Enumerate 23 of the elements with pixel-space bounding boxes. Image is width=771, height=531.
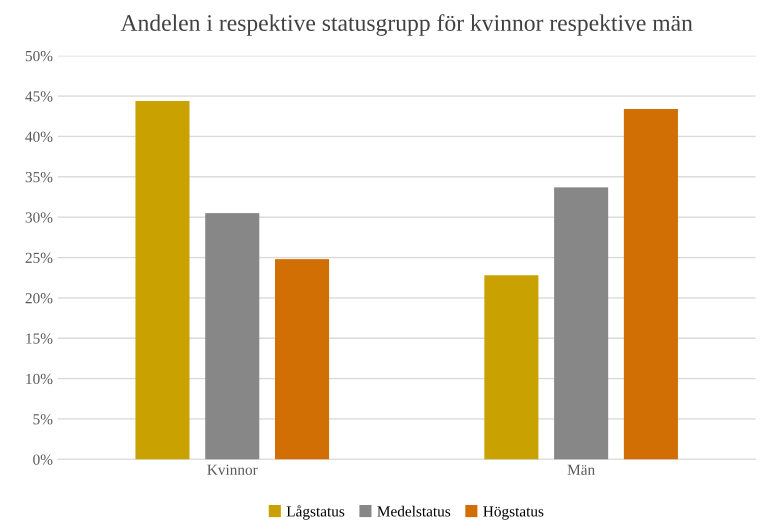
- y-tick-label: 10%: [26, 374, 52, 384]
- y-tick-label: 5%: [33, 414, 52, 424]
- y-tick-label: 15%: [26, 333, 52, 344]
- x-tick-label: Kvinnor: [207, 464, 258, 475]
- y-tick-label: 35%: [26, 172, 52, 182]
- y-tick-label: 20%: [26, 293, 52, 304]
- x-tick-label: Män: [568, 464, 595, 475]
- bar: [275, 259, 330, 460]
- legend-label: Högstatus: [483, 506, 544, 520]
- y-tick-label: 45%: [25, 91, 52, 102]
- y-tick-label: 0%: [33, 454, 52, 465]
- y-tick-label: 30%: [26, 212, 52, 223]
- legend-label: Medelstatus: [377, 506, 450, 517]
- y-tick-label: 50%: [26, 50, 52, 62]
- legend-label: Lågstatus: [286, 505, 344, 520]
- y-tick-label: 40%: [25, 132, 52, 142]
- bar: [205, 213, 260, 460]
- bar: [554, 187, 608, 460]
- bar: [624, 109, 678, 460]
- bar: [484, 275, 538, 460]
- y-tick-label: 25%: [26, 252, 52, 264]
- bar: [135, 100, 190, 460]
- chart-title: Andelen i respektive statusgrupp för kvinnor respektive män: [120, 14, 693, 36]
